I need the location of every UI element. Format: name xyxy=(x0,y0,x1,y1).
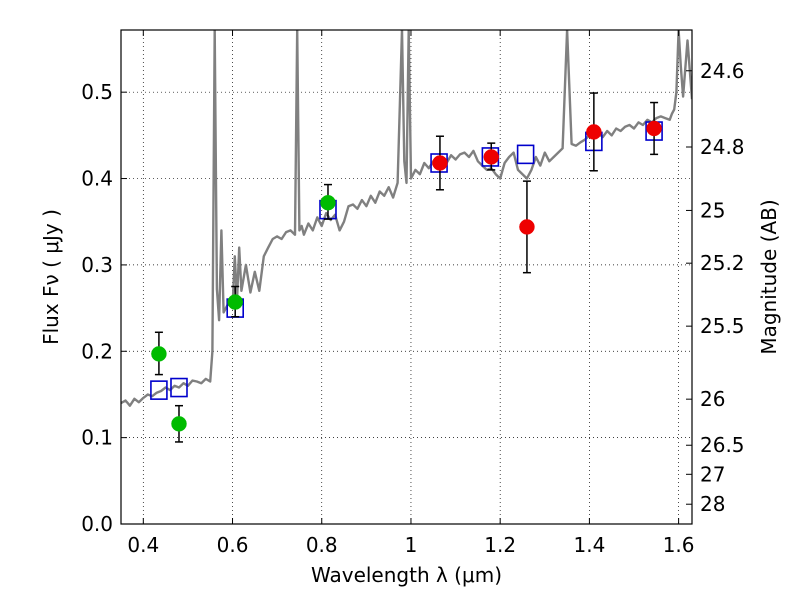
x-tick-label: 0.4 xyxy=(127,533,159,557)
observed-point xyxy=(483,149,500,165)
data-layer xyxy=(121,30,692,443)
observed-point xyxy=(432,155,448,171)
x-tick-label: 0.8 xyxy=(306,533,338,557)
y-tick-label: 0.5 xyxy=(81,80,113,104)
observed-point xyxy=(519,219,535,235)
mag-tick-label: 27 xyxy=(700,462,725,486)
y-axis-label: Flux Fν ( μJy ) xyxy=(39,209,63,345)
y-tick-label: 0.4 xyxy=(81,167,113,191)
y-tick-label: 0.3 xyxy=(81,253,113,277)
model-photometry-square xyxy=(150,380,168,400)
mag-tick-label: 24.6 xyxy=(700,59,745,83)
mag-tick-label: 25 xyxy=(700,198,725,222)
x-tick-label: 1.4 xyxy=(573,533,605,557)
model-photometry-square xyxy=(170,377,188,398)
x-tick-label: 0.6 xyxy=(217,533,249,557)
model-photometry-square xyxy=(516,144,535,165)
plot-frame xyxy=(120,29,693,525)
y-tick-label: 0.0 xyxy=(81,512,113,536)
right-y-axis-label: Magnitude (AB) xyxy=(757,199,781,354)
mag-tick-label: 25.5 xyxy=(700,314,745,338)
x-tick-label: 1 xyxy=(405,533,418,557)
x-tick-label: 1.6 xyxy=(663,533,695,557)
observed-point xyxy=(227,294,243,310)
observed-point xyxy=(151,346,167,362)
model-spectrum-line xyxy=(121,30,692,407)
observed-point xyxy=(586,124,602,140)
x-axis-label: Wavelength λ (μm) xyxy=(311,563,502,587)
mag-tick-label: 28 xyxy=(700,492,725,516)
mag-tick-label: 26.5 xyxy=(700,433,745,457)
mag-tick-label: 25.2 xyxy=(700,251,745,275)
mag-tick-label: 26 xyxy=(700,387,725,411)
y-tick-label: 0.2 xyxy=(81,339,113,363)
y-tick-label: 0.1 xyxy=(81,426,113,450)
x-tick-label: 1.2 xyxy=(484,533,516,557)
observed-point xyxy=(171,416,187,432)
observed-point xyxy=(646,120,662,137)
observed-point xyxy=(320,194,336,211)
axis-ticks: 0.4 0.6 0.8 1 1.2 1.4 1.6 0.0 0.1 0.2 0.3 0.4 0.5 24.… xyxy=(81,30,745,557)
mag-tick-label: 24.8 xyxy=(700,135,745,159)
